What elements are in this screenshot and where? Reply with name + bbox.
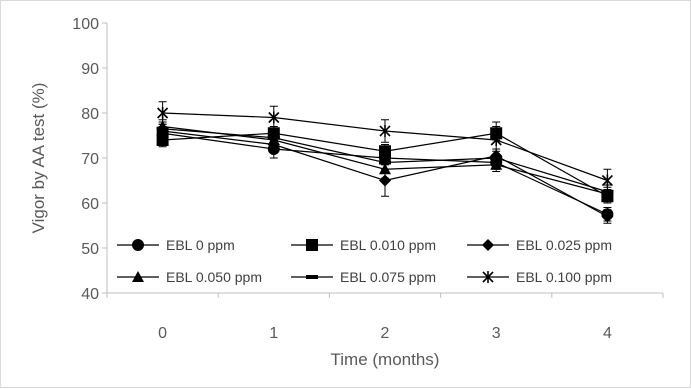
legend-label: EBL 0 ppm — [166, 237, 235, 253]
legend-marker — [482, 239, 494, 251]
legend-item: EBL 0.025 ppm — [467, 237, 612, 253]
data-point — [379, 174, 391, 187]
data-point — [379, 125, 391, 137]
legend-label: EBL 0.075 ppm — [340, 269, 436, 285]
y-tick-label: 50 — [81, 241, 99, 258]
legend-label: EBL 0.010 ppm — [340, 237, 436, 253]
x-axis-title: Time (months) — [331, 350, 440, 369]
legend-item: EBL 0.010 ppm — [291, 237, 436, 253]
x-tick-label: 2 — [381, 325, 390, 342]
axes: 40 50 60 70 80 90 100 0 1 2 3 4 — [72, 16, 664, 342]
legend: EBL 0 ppm EBL 0.010 ppm EBL 0.025 ppm EBL 0… — [111, 232, 663, 290]
x-tick-label: 4 — [603, 325, 612, 342]
x-tick-label: 1 — [269, 325, 278, 342]
series-group — [156, 101, 614, 224]
y-tick-label: 70 — [81, 151, 99, 168]
x-tick-label: 0 — [158, 325, 167, 342]
data-point — [268, 111, 280, 124]
y-tick-label: 100 — [72, 16, 99, 33]
series-6 — [157, 101, 613, 193]
legend-item: EBL 0 ppm — [117, 237, 235, 253]
y-tick-label: 60 — [81, 196, 99, 213]
x-tick-label: 3 — [492, 325, 501, 342]
legend-item: EBL 0.075 ppm — [291, 269, 436, 285]
data-point — [379, 160, 391, 165]
legend-marker — [306, 275, 318, 279]
y-tick-label: 40 — [81, 286, 99, 303]
data-point — [601, 174, 613, 187]
y-tick-label: 80 — [81, 106, 99, 123]
data-point — [156, 126, 169, 131]
legend-label: EBL 0.050 ppm — [166, 269, 262, 285]
legend-marker — [482, 271, 494, 283]
legend-label: EBL 0.025 ppm — [516, 237, 612, 253]
data-point — [267, 135, 280, 140]
legend-marker — [132, 239, 144, 251]
y-axis-title: Vigor by AA test (%) — [29, 83, 48, 234]
data-point — [601, 210, 614, 223]
legend-label: EBL 0.100 ppm — [516, 269, 612, 285]
data-point — [156, 134, 169, 146]
y-tick-label: 90 — [81, 61, 99, 78]
legend-item: EBL 0.100 ppm — [467, 269, 612, 285]
data-point — [490, 134, 502, 146]
data-point — [379, 145, 391, 158]
legend-marker — [306, 239, 318, 251]
legend-item: EBL 0.050 ppm — [117, 269, 262, 285]
legend-background — [111, 232, 663, 290]
legend-marker — [132, 271, 144, 282]
data-point — [157, 107, 169, 119]
